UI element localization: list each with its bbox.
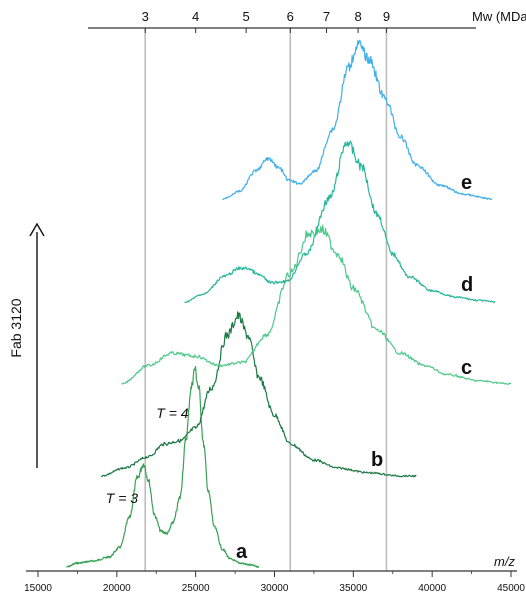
labels: Fab 3120 a b c d e T = 3 T = 4 xyxy=(8,172,473,563)
x-tick-label-3: 30000 xyxy=(261,583,289,594)
trace-label-b: b xyxy=(371,449,383,471)
trace-a xyxy=(66,365,260,568)
top-axis: 3 4 5 6 7 8 9 Mw (MDa) xyxy=(88,9,526,33)
trace-d xyxy=(184,140,496,304)
top-axis-tick-label-3: 6 xyxy=(287,9,294,24)
trace-label-d: d xyxy=(461,274,473,296)
trace-label-e: e xyxy=(461,172,472,194)
x-tick-label-5: 40000 xyxy=(418,583,446,594)
top-axis-label: Mw (MDa) xyxy=(472,9,526,24)
top-axis-tick-label-6: 9 xyxy=(383,9,390,24)
y-axis-arrow-head xyxy=(29,222,45,237)
x-tick-label-1: 20000 xyxy=(103,583,131,594)
annotation-0: T = 3 xyxy=(106,490,139,506)
trace-b xyxy=(100,311,417,478)
top-axis-tick-label-2: 5 xyxy=(243,9,250,24)
trace-label-c: c xyxy=(461,357,472,379)
x-tick-label-4: 35000 xyxy=(339,583,367,594)
y-axis-label: Fab 3120 xyxy=(8,298,24,357)
x-tick-label-2: 25000 xyxy=(182,583,210,594)
bottom-axis: 15000 20000 25000 30000 35000 40000 45000 m/z xyxy=(24,554,525,594)
top-axis-tick-label-4: 7 xyxy=(323,9,330,24)
trace-c xyxy=(121,224,512,385)
trace-e xyxy=(222,39,493,201)
annotation-1: T = 4 xyxy=(156,405,189,421)
top-axis-tick-label-1: 4 xyxy=(192,9,199,24)
trace-label-a: a xyxy=(236,541,248,563)
x-axis-label: m/z xyxy=(494,554,515,569)
top-axis-tick-label-0: 3 xyxy=(142,9,149,24)
x-tick-label-6: 45000 xyxy=(497,583,525,594)
top-axis-tick-label-5: 8 xyxy=(354,9,361,24)
x-tick-label-0: 15000 xyxy=(24,583,52,594)
traces xyxy=(66,39,512,568)
reference-lines xyxy=(144,28,388,571)
